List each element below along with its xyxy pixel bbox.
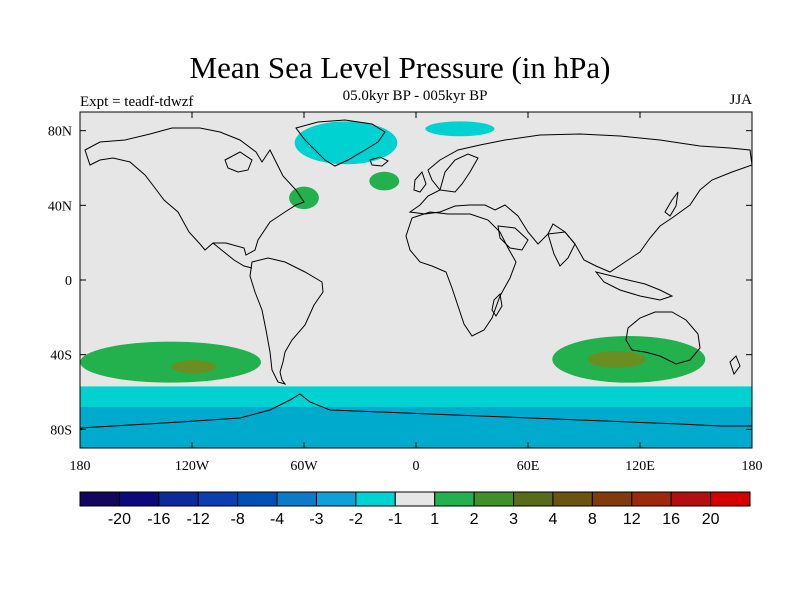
lon-tick-label: 120W — [175, 459, 210, 474]
coastline-central-america — [212, 242, 253, 269]
chart-title: Mean Sea Level Pressure (in hPa) — [189, 50, 611, 85]
lat-tick-label: 40N — [48, 199, 72, 214]
colorbar-label: -16 — [147, 511, 170, 528]
lon-tick-label: 60E — [517, 459, 540, 474]
colorbar-swatch — [552, 491, 593, 507]
colorbar-label: 3 — [509, 511, 518, 528]
coastline-greenland — [295, 119, 386, 167]
colorbar-label: 4 — [548, 511, 557, 528]
colorbar-label: 16 — [662, 511, 680, 528]
coastline-antarctica — [80, 393, 752, 429]
colorbar-label: 12 — [623, 511, 641, 528]
coastline-maritime-continent — [594, 271, 674, 301]
coastline-iceland — [369, 156, 389, 167]
chart-subtitle: 05.0kyr BP - 005kyr BP — [342, 88, 488, 104]
pressure-anomaly-layer — [80, 121, 752, 448]
colorbar-label: 2 — [470, 511, 479, 528]
coastline-africa — [405, 211, 517, 337]
colorbar-swatch — [118, 491, 160, 507]
colorbar-swatch — [158, 491, 199, 507]
season-label: JJA — [729, 92, 752, 108]
anomaly-newfoundland-positive — [289, 186, 319, 210]
lon-tick-label: 0 — [413, 459, 420, 474]
lon-tick-label: 120E — [625, 459, 655, 474]
lat-tick-label: 80S — [50, 423, 72, 438]
colorbar-swatch — [473, 491, 515, 507]
colorbar-swatch — [276, 491, 317, 507]
lon-tick-label: 180 — [70, 459, 91, 474]
colorbar-label: -2 — [349, 511, 363, 528]
colorbar-swatch — [513, 491, 554, 507]
anomaly-south-pacific-core — [171, 360, 217, 374]
coastline-new-zealand — [729, 355, 741, 376]
coastline-hudson-bay — [224, 151, 253, 173]
colorbar-label: -1 — [388, 511, 402, 528]
colorbar-label: 1 — [430, 511, 439, 528]
experiment-label: Expt = teadf-tdwzf — [80, 94, 194, 110]
lat-tick-label: 0 — [65, 274, 72, 289]
coastline-north-america — [84, 127, 305, 256]
coastline-british-isles — [413, 171, 427, 193]
coastline-japan — [664, 191, 679, 217]
colorbar-swatch — [631, 491, 672, 507]
colorbar-swatch — [197, 491, 239, 507]
colorbar-label: 20 — [702, 511, 720, 528]
colorbar-label: -4 — [270, 511, 284, 528]
lon-tick-label: 180 — [742, 459, 763, 474]
colorbar-label: 8 — [588, 511, 597, 528]
colorbar-swatch — [591, 491, 633, 507]
coastline-eurasia — [408, 133, 752, 273]
anomaly-north-atlantic-positive — [369, 171, 400, 191]
coastline-south-america — [249, 257, 324, 385]
colorbar-label: -12 — [187, 511, 210, 528]
colorbar: -20 -16 -12 -8 -4 -3 -2 -1 1 2 3 4 8 12 16 20 — [79, 491, 751, 528]
colorbar-swatch — [434, 491, 475, 507]
coastline-madagascar — [491, 292, 503, 317]
lat-tick-label: 80N — [48, 125, 72, 140]
anomaly-greenland-negative — [294, 121, 398, 165]
map-axes: 80N 40N 0 40S 80S 180 120W 60W 0 60E 120E 180 — [48, 112, 763, 474]
coastline-layer — [80, 119, 752, 429]
map-plot-area — [80, 112, 752, 448]
colorbar-label: -3 — [309, 511, 323, 528]
anomaly-south-indian-core — [587, 350, 646, 368]
colorbar-swatch — [79, 491, 120, 507]
colorbar-label: -8 — [231, 511, 245, 528]
anomaly-south-pacific-positive — [80, 341, 262, 383]
colorbar-swatch — [355, 491, 396, 507]
colorbar-swatch — [394, 491, 436, 507]
colorbar-swatch — [670, 491, 712, 507]
coastline-arabia — [497, 225, 529, 251]
lon-tick-label: 60W — [290, 459, 318, 474]
coastline-scandinavia — [439, 153, 479, 193]
lat-tick-label: 40S — [50, 349, 72, 364]
colorbar-swatch — [237, 491, 278, 507]
colorbar-swatch — [315, 491, 357, 507]
coastline-australia — [625, 311, 701, 365]
coastline-india — [547, 231, 576, 267]
anomaly-barents-negative — [425, 121, 495, 137]
colorbar-swatch — [710, 491, 751, 507]
colorbar-label: -20 — [108, 511, 131, 528]
